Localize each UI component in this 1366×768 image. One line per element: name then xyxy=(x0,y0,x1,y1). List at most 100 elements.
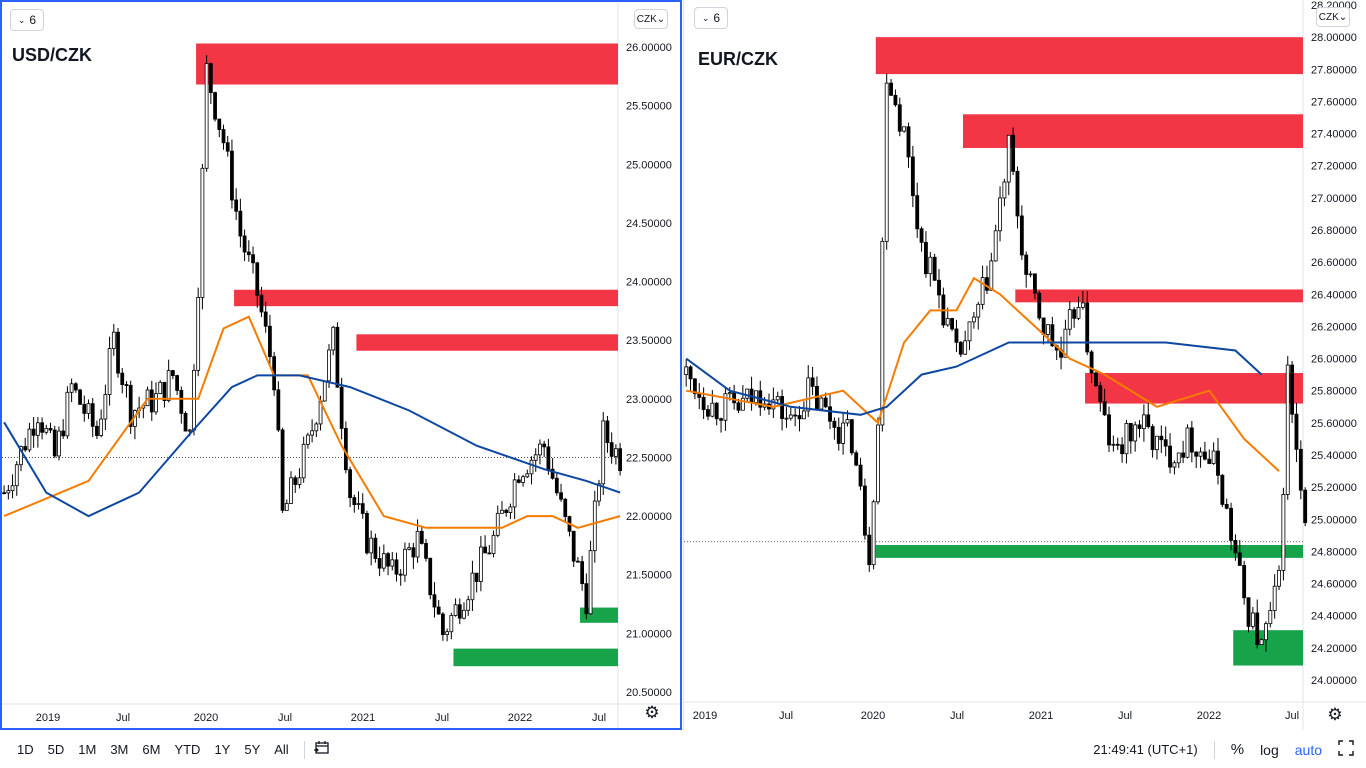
candle-body xyxy=(14,464,19,487)
gear-icon[interactable]: ⚙ xyxy=(1327,705,1343,724)
candle-body xyxy=(1037,292,1042,319)
candle xyxy=(1128,423,1133,454)
range-1m[interactable]: 1M xyxy=(78,742,97,757)
candle-body xyxy=(971,316,976,323)
percent-toggle[interactable]: % xyxy=(1230,741,1245,758)
currency-button[interactable]: CZK ⌄ xyxy=(634,9,668,29)
candle xyxy=(149,380,154,421)
chevron-down-icon: ⌄ xyxy=(1338,11,1348,23)
gear-icon[interactable]: ⚙ xyxy=(644,703,660,722)
candle xyxy=(542,440,547,457)
currency-button[interactable]: CZK ⌄ xyxy=(1316,7,1350,27)
candle xyxy=(801,401,806,420)
candle-body xyxy=(99,418,104,436)
candle-body xyxy=(381,553,386,569)
range-ytd[interactable]: YTD xyxy=(174,742,201,757)
candle-body xyxy=(876,424,880,503)
candle xyxy=(810,366,815,396)
candle-body xyxy=(529,459,534,475)
calendar-range-icon[interactable] xyxy=(313,740,331,760)
candle-body xyxy=(688,366,693,380)
range-5d[interactable]: 5D xyxy=(47,742,65,757)
eurczk-chart[interactable]: 28.2000028.0000027.8000027.6000027.40000… xyxy=(684,0,1366,730)
candle xyxy=(331,325,336,356)
candle xyxy=(893,89,898,107)
candle xyxy=(1067,301,1072,336)
interval-button[interactable]: ⌄ 6 xyxy=(694,7,728,29)
candle-body xyxy=(268,325,272,358)
candle-body xyxy=(200,167,205,298)
candle xyxy=(208,62,213,104)
candle xyxy=(196,287,201,377)
time-tick-label: Jul xyxy=(1118,710,1132,722)
candle-body xyxy=(1159,435,1164,441)
auto-toggle[interactable]: auto xyxy=(1294,741,1322,758)
candle-body xyxy=(806,377,811,412)
usdczk-chart[interactable]: 26.00000 25.50000 25.00000 24.50000 24.00000… xyxy=(2,2,680,728)
candle xyxy=(1246,597,1251,633)
candle xyxy=(1111,435,1116,452)
candle-body xyxy=(86,403,91,414)
candle xyxy=(546,438,551,475)
candle-body xyxy=(1015,170,1020,217)
candle xyxy=(563,497,568,523)
price-tick-label: 26.20000 xyxy=(1311,321,1357,333)
candle-body xyxy=(945,318,950,326)
candle xyxy=(1076,296,1081,321)
candle-body xyxy=(858,464,863,487)
candle-body xyxy=(723,393,728,421)
candle-body xyxy=(1115,443,1120,446)
range-1d[interactable]: 1D xyxy=(17,742,34,757)
fullscreen-icon[interactable] xyxy=(1330,740,1366,759)
candle-body xyxy=(967,321,972,342)
range-1y[interactable]: 1Y xyxy=(214,742,231,757)
candle-body xyxy=(1124,423,1129,455)
currency-label: CZK xyxy=(1318,11,1339,23)
candle xyxy=(369,530,374,566)
candle xyxy=(1290,360,1295,424)
candle-body xyxy=(149,389,154,413)
chart-pane-left[interactable]: 26.00000 25.50000 25.00000 24.50000 24.00000… xyxy=(0,0,682,730)
candle xyxy=(985,265,989,295)
candle-body xyxy=(1050,324,1055,347)
price-tick-label: 24.20000 xyxy=(1311,643,1357,655)
candle xyxy=(797,405,802,432)
candle xyxy=(424,539,428,562)
candle-body xyxy=(40,422,44,433)
candle xyxy=(478,536,483,592)
interval-button[interactable]: ⌄ 6 xyxy=(10,9,44,31)
candle xyxy=(793,408,798,427)
candle xyxy=(466,595,471,616)
candle-body xyxy=(495,512,500,536)
range-3m[interactable]: 3M xyxy=(110,742,129,757)
candle xyxy=(1202,441,1207,461)
candle xyxy=(998,186,1002,242)
candle xyxy=(255,261,260,308)
candle xyxy=(1098,382,1103,412)
candle xyxy=(289,471,293,504)
candle xyxy=(1233,534,1238,561)
log-toggle[interactable]: log xyxy=(1260,741,1279,758)
candle xyxy=(6,484,11,500)
candle-body xyxy=(1146,414,1151,427)
candle xyxy=(525,469,530,479)
candle xyxy=(259,286,264,318)
candle-body xyxy=(238,210,243,237)
chart-pane-right[interactable]: 28.20000 28.00000 27.80000 27.60000 27.40000… xyxy=(683,0,1366,730)
candle-body xyxy=(605,420,610,444)
candle-body xyxy=(1150,426,1155,451)
candle-body xyxy=(1120,444,1125,455)
candle-body xyxy=(251,254,255,264)
candle-body xyxy=(116,331,120,374)
range-all[interactable]: All xyxy=(274,742,289,757)
candle-body xyxy=(871,501,876,566)
candle xyxy=(419,525,424,545)
range-6m[interactable]: 6M xyxy=(142,742,161,757)
candle-body xyxy=(1019,215,1024,256)
candle xyxy=(301,436,306,483)
range-5y[interactable]: 5Y xyxy=(244,742,261,757)
candle xyxy=(310,419,314,443)
candle-body xyxy=(1102,401,1107,416)
candle xyxy=(609,432,614,464)
candle xyxy=(1155,435,1159,460)
